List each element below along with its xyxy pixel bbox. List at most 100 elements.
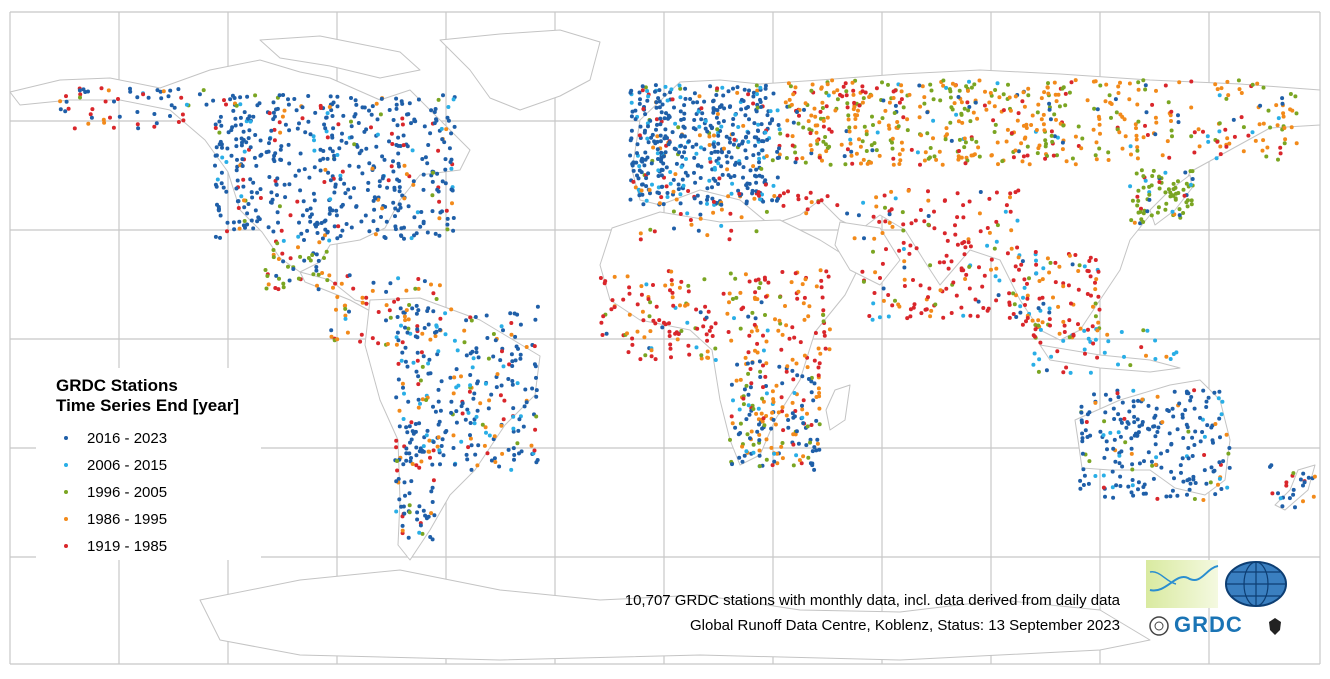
station-point	[741, 305, 746, 310]
station-point	[899, 97, 904, 102]
station-point	[168, 88, 173, 93]
station-point	[764, 294, 768, 299]
station-point	[1227, 446, 1232, 450]
station-point	[643, 85, 648, 90]
station-point	[1130, 478, 1135, 482]
station-point	[796, 193, 801, 198]
station-point	[716, 141, 721, 146]
station-point	[247, 128, 252, 133]
station-point	[251, 226, 256, 231]
station-point	[1135, 156, 1140, 161]
station-point	[343, 191, 348, 196]
station-point	[403, 359, 408, 364]
station-point	[1025, 296, 1030, 301]
station-point	[1311, 494, 1316, 499]
station-point	[1086, 336, 1091, 341]
station-point	[335, 153, 340, 157]
station-point	[509, 352, 514, 357]
station-point	[298, 254, 303, 259]
station-point	[1185, 492, 1189, 497]
station-point	[769, 445, 774, 450]
station-point	[794, 156, 799, 161]
station-point	[646, 140, 651, 145]
station-point	[740, 141, 745, 146]
station-point	[1017, 267, 1021, 272]
station-point	[1291, 471, 1296, 476]
station-point	[845, 101, 850, 106]
station-point	[791, 463, 796, 468]
station-point	[663, 150, 668, 155]
station-point	[1034, 128, 1039, 132]
station-point	[1108, 430, 1113, 435]
station-point	[1013, 264, 1018, 269]
station-point	[1146, 450, 1151, 455]
station-point	[760, 148, 765, 153]
station-point	[355, 144, 360, 149]
station-point	[510, 382, 515, 387]
station-point	[850, 80, 855, 85]
station-point	[728, 271, 733, 276]
station-point	[384, 318, 388, 323]
station-point	[429, 489, 434, 494]
station-point	[391, 200, 396, 205]
station-point	[394, 395, 399, 400]
station-point	[818, 109, 823, 114]
station-point	[771, 417, 776, 422]
station-point	[1016, 255, 1021, 260]
station-point	[673, 121, 678, 126]
station-point	[332, 224, 337, 229]
station-point	[1143, 123, 1147, 128]
station-point	[1076, 269, 1081, 273]
station-point	[1241, 149, 1246, 154]
station-point	[270, 197, 275, 202]
station-point	[893, 88, 898, 93]
station-point	[856, 108, 860, 113]
station-point	[637, 101, 642, 106]
station-point	[201, 88, 206, 93]
station-point	[907, 251, 912, 256]
station-point	[983, 89, 987, 94]
station-point	[744, 156, 749, 160]
station-point	[771, 91, 776, 96]
station-point	[651, 145, 656, 150]
station-point	[631, 179, 636, 184]
station-point	[332, 190, 337, 195]
station-point	[1118, 80, 1122, 85]
station-point	[1170, 406, 1175, 411]
station-point	[272, 153, 277, 158]
station-point	[1129, 218, 1134, 223]
station-point	[300, 105, 305, 110]
station-point	[323, 126, 328, 131]
station-point	[225, 146, 230, 151]
station-point	[1167, 155, 1172, 160]
station-point	[719, 207, 724, 212]
station-point	[786, 189, 790, 194]
station-point	[333, 182, 338, 187]
station-point	[1205, 423, 1210, 428]
station-point	[360, 295, 365, 300]
station-point	[1197, 144, 1202, 149]
station-point	[391, 159, 395, 164]
station-point	[918, 283, 923, 288]
station-point	[1143, 491, 1148, 496]
station-point	[1116, 91, 1121, 95]
station-point	[1213, 82, 1218, 87]
station-point	[781, 203, 786, 208]
station-point	[758, 197, 762, 202]
station-point	[973, 100, 978, 105]
station-point	[699, 145, 703, 150]
station-point	[812, 467, 817, 472]
station-point	[1163, 170, 1168, 175]
station-point	[741, 175, 745, 180]
station-point	[765, 137, 770, 142]
station-point	[512, 453, 517, 457]
station-point	[702, 99, 707, 104]
station-point	[442, 140, 447, 145]
station-point	[790, 368, 795, 373]
station-point	[654, 117, 659, 122]
station-point	[1086, 327, 1090, 332]
station-point	[749, 381, 754, 386]
station-point	[510, 379, 515, 383]
station-point	[785, 133, 790, 138]
station-point	[1038, 327, 1043, 332]
